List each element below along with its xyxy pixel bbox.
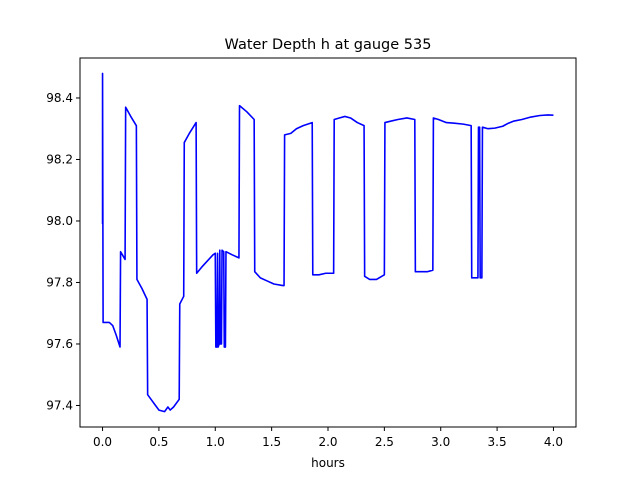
x-tick-label: 3.5 [488,435,507,449]
y-tick-label: 98.4 [46,91,73,105]
x-tick-label: 2.5 [375,435,394,449]
y-tick-label: 98.2 [46,152,73,166]
y-tick-label: 97.6 [46,337,73,351]
x-tick-label: 4.0 [544,435,563,449]
x-axis-label: hours [311,456,345,470]
y-tick-label: 97.8 [46,275,73,289]
x-tick-label: 1.0 [206,435,225,449]
series-line [101,72,554,413]
y-axis: 97.4 97.6 97.8 98.0 98.2 98.4 [46,91,80,412]
y-tick-label: 98.0 [46,214,73,228]
x-tick-label: 2.0 [318,435,337,449]
x-tick-label: 0.5 [149,435,168,449]
x-tick-label: 1.5 [262,435,281,449]
x-axis: 0.0 0.5 1.0 1.5 2.0 2.5 3.0 3.5 4.0 [93,427,563,449]
x-tick-label: 0.0 [93,435,112,449]
x-tick-label: 3.0 [431,435,450,449]
chart-title: Water Depth h at gauge 535 [225,37,432,53]
y-tick-label: 97.4 [46,398,73,412]
